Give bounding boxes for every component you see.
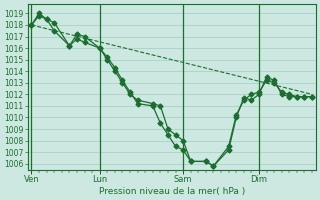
X-axis label: Pression niveau de la mer( hPa ): Pression niveau de la mer( hPa )	[99, 187, 245, 196]
